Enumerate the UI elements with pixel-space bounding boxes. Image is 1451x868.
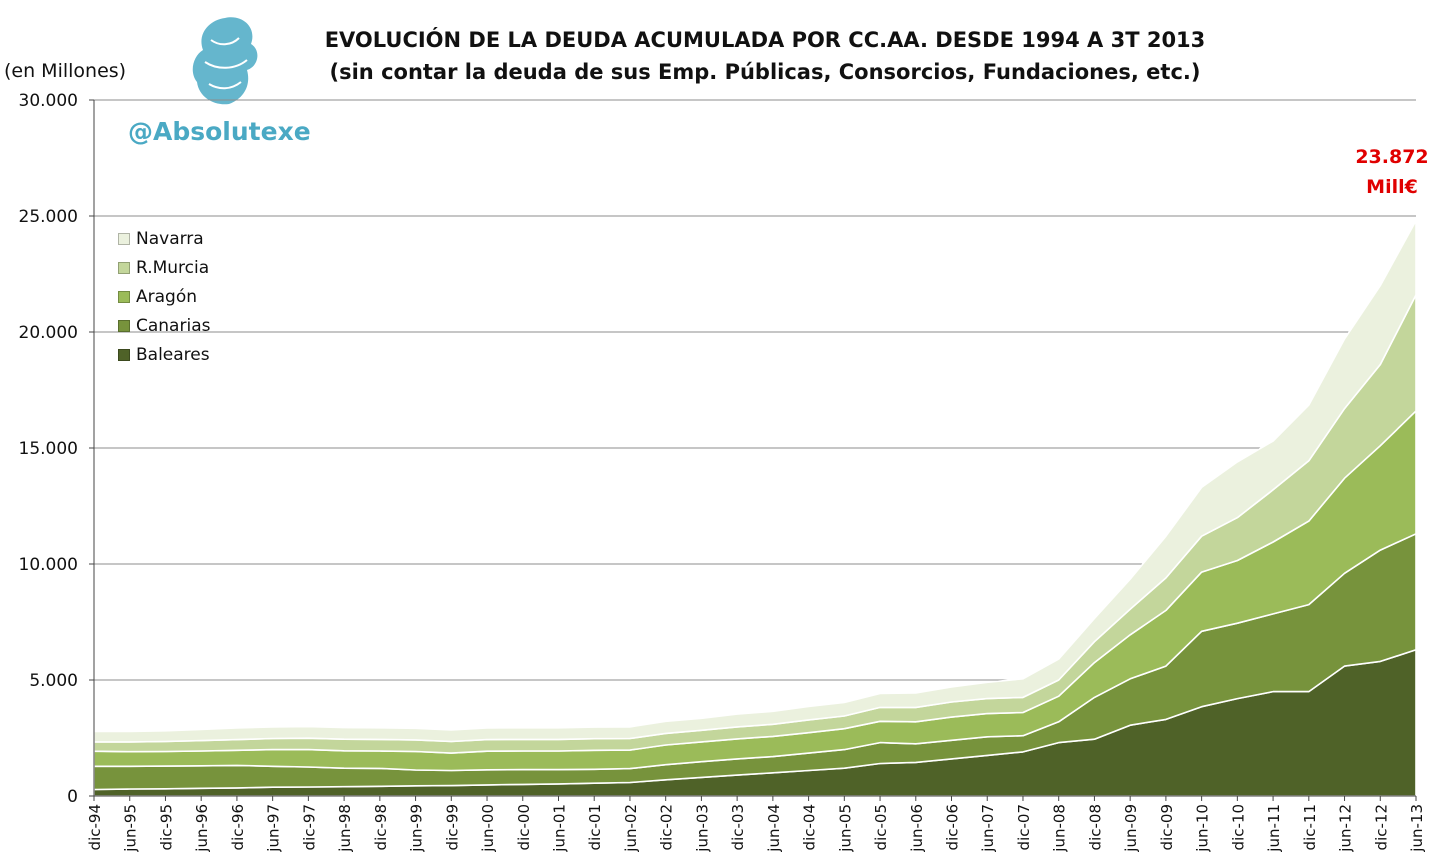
x-tick-label: dic-06 xyxy=(944,804,962,850)
chart-subtitle: (sin contar la deuda de sus Emp. Pública… xyxy=(329,60,1201,84)
x-tick-label: jun-01 xyxy=(550,804,568,853)
y-tick-label: 25.000 xyxy=(19,207,78,227)
x-tick-label: dic-95 xyxy=(157,804,175,850)
x-tick-label: dic-10 xyxy=(1229,804,1247,850)
legend-label: Canarias xyxy=(136,315,211,336)
x-tick-label: jun-09 xyxy=(1122,804,1140,853)
x-tick-label: jun-13 xyxy=(1408,804,1426,853)
legend-item: R.Murcia xyxy=(118,253,210,282)
y-tick-label: 15.000 xyxy=(19,439,78,459)
x-tick-label: dic-97 xyxy=(300,804,318,850)
callout-value: 23.872 xyxy=(1355,146,1429,168)
legend-item: Baleares xyxy=(118,340,210,369)
legend-item: Aragón xyxy=(118,282,210,311)
x-tick-label: dic-12 xyxy=(1372,804,1390,850)
y-axis: 0 5.000 10.000 15.000 20.000 25.000 30.000 xyxy=(19,91,95,807)
legend-swatch xyxy=(118,319,130,332)
x-tick-label: jun-02 xyxy=(622,804,640,853)
x-tick-label: dic-03 xyxy=(729,804,747,850)
x-tick-label: jun-98 xyxy=(336,804,354,853)
x-tick-label: dic-00 xyxy=(515,804,533,850)
area-series xyxy=(93,219,1417,797)
x-tick-label: dic-94 xyxy=(86,804,104,850)
x-tick-label: jun-05 xyxy=(836,804,854,853)
x-tick-label: jun-07 xyxy=(979,804,997,853)
y-axis-label: (en Millones) xyxy=(4,60,127,82)
x-tick-label: dic-02 xyxy=(658,804,676,850)
x-tick-label: jun-11 xyxy=(1265,804,1283,853)
y-tick-label: 30.000 xyxy=(19,91,78,111)
area-navarra xyxy=(93,219,1417,743)
y-tick-label: 20.000 xyxy=(19,323,78,343)
x-tick-label: jun-99 xyxy=(408,804,426,853)
x-tick-label: dic-11 xyxy=(1301,804,1319,850)
legend-label: R.Murcia xyxy=(136,257,210,278)
x-tick-label: jun-10 xyxy=(1194,804,1212,853)
x-tick-label: jun-03 xyxy=(693,804,711,853)
x-tick-label: jun-95 xyxy=(122,804,140,853)
y-tick-label: 10.000 xyxy=(19,555,78,575)
y-tick-label: 0 xyxy=(67,787,78,807)
x-tick-label: dic-05 xyxy=(872,804,890,850)
x-tick-label: dic-96 xyxy=(229,804,247,850)
total-callout: 23.872 Mill€ xyxy=(1340,142,1444,202)
x-tick-label: dic-09 xyxy=(1158,804,1176,850)
x-axis: dic-94 jun-95 dic-95 jun-96 dic-96 jun-97 dic-… xyxy=(86,795,1426,853)
legend-label: Navarra xyxy=(136,228,204,249)
chart-title: EVOLUCIÓN DE LA DEUDA ACUMULADA POR CC.A… xyxy=(324,28,1206,52)
x-tick-label: jun-04 xyxy=(765,804,783,853)
legend-swatch xyxy=(118,261,130,274)
legend-label: Aragón xyxy=(136,286,198,307)
x-tick-label: jun-12 xyxy=(1337,804,1355,853)
x-tick-label: dic-99 xyxy=(443,804,461,850)
x-tick-label: dic-08 xyxy=(1086,804,1104,850)
legend-swatch xyxy=(118,290,130,303)
legend-swatch xyxy=(118,348,130,361)
x-tick-label: dic-01 xyxy=(586,804,604,850)
griffin-logo xyxy=(192,17,258,105)
x-tick-label: jun-97 xyxy=(265,804,283,853)
x-tick-label: jun-00 xyxy=(479,804,497,853)
legend: Navarra R.Murcia Aragón Canarias Baleares xyxy=(118,224,210,369)
y-tick-label: 5.000 xyxy=(29,671,78,691)
x-tick-label: dic-98 xyxy=(372,804,390,850)
x-tick-label: dic-04 xyxy=(801,804,819,850)
x-tick-label: dic-07 xyxy=(1015,804,1033,850)
callout-unit: Mill€ xyxy=(1366,176,1418,198)
legend-label: Baleares xyxy=(136,344,210,365)
x-tick-label: jun-08 xyxy=(1051,804,1069,853)
x-tick-label: jun-96 xyxy=(193,804,211,853)
legend-item: Navarra xyxy=(118,224,210,253)
legend-item: Canarias xyxy=(118,311,210,340)
author-handle: @Absolutexe xyxy=(128,117,311,146)
x-tick-label: jun-06 xyxy=(908,804,926,853)
legend-swatch xyxy=(118,232,130,245)
